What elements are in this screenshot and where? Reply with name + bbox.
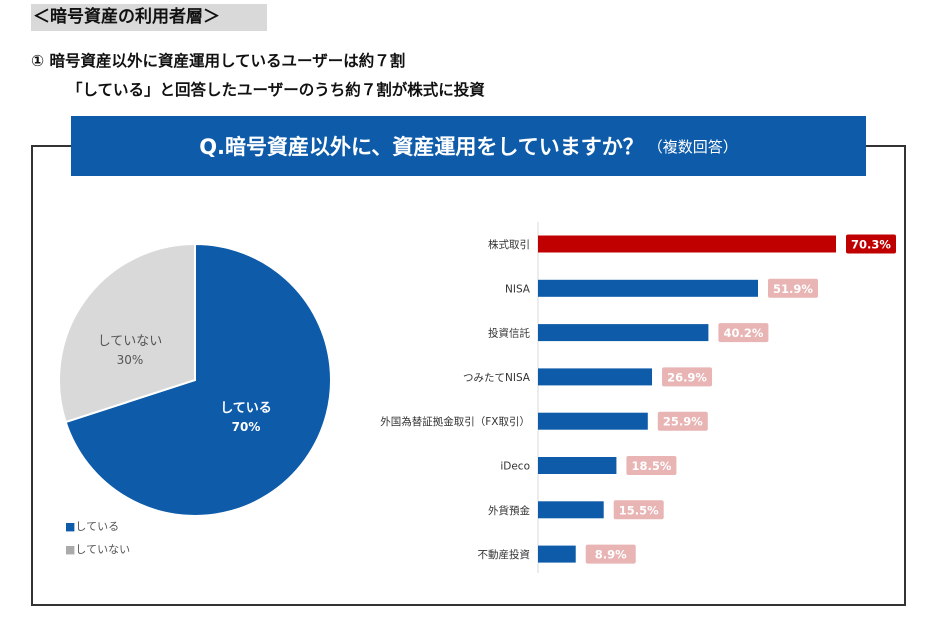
bar-data-label: 40.2% — [723, 326, 763, 340]
heading-line-2: 「している」と回答したユーザーのうち約７割が株式に投資 — [67, 81, 485, 99]
bar-data-label: 26.9% — [667, 370, 707, 384]
legend-swatch: ■ — [65, 520, 75, 533]
data-label-box — [613, 500, 664, 520]
bar — [538, 368, 653, 386]
bar — [538, 412, 648, 430]
bar-data-label: 8.9% — [595, 548, 627, 562]
bar — [538, 235, 836, 253]
bar-data-label: 51.9% — [773, 282, 813, 296]
bar-category-label: 投資信託 — [488, 327, 530, 340]
question-subtext: （複数回答） — [647, 137, 738, 156]
question-text: Q.暗号資産以外に、資産運用をしていますか？ — [199, 135, 644, 159]
bar-data-label: 15.5% — [619, 503, 659, 517]
bar — [538, 545, 576, 563]
data-label-box — [846, 234, 896, 254]
bar-category-label: iDeco — [500, 461, 530, 473]
heading-line-1: ① 暗号資産以外に資産運用しているユーザーは約７割 — [31, 52, 406, 70]
bar-category-label: NISA — [505, 283, 531, 295]
bar-data-label: 70.3% — [851, 238, 891, 252]
bar-category-label: 外国為替証拠金取引（FX取引） — [380, 415, 530, 428]
bar-chart: 株式取引 70.3% NISA 51.9% 投資信託 40.2% つみたてNISA 26.9%… — [380, 222, 896, 573]
data-label-box — [718, 323, 769, 343]
pie-data-label: 70% — [232, 420, 261, 434]
pie-category-label: している — [220, 401, 272, 416]
legend-swatch: ■ — [65, 543, 75, 556]
bar — [538, 501, 604, 519]
pie-legend-item: ■していない — [65, 543, 130, 556]
pie-slice — [64, 242, 332, 517]
pie-category-label: していない — [98, 334, 163, 349]
data-label-box — [768, 278, 819, 298]
frame-top-left — [31, 145, 71, 147]
pie-legend-item: ■している — [65, 520, 119, 533]
pie-data-label: 30% — [117, 353, 144, 367]
bar-data-label: 25.9% — [663, 415, 703, 429]
data-label-box — [585, 544, 636, 564]
frame-top-right — [866, 145, 906, 147]
chart-frame — [31, 145, 906, 606]
legend-text: している — [75, 520, 119, 533]
bar — [538, 279, 759, 297]
question-banner: Q.暗号資産以外に、資産運用をしていますか？ （複数回答） — [71, 116, 866, 176]
bar-category-label: 不動産投資 — [478, 548, 531, 561]
bar — [538, 457, 617, 474]
bar-category-label: 株式取引 — [488, 238, 530, 251]
section-label: ＜暗号資産の利用者層＞ — [31, 4, 267, 31]
pie-slice — [58, 242, 196, 424]
data-label-box — [657, 411, 708, 431]
bar-category-label: 外貨預金 — [488, 504, 530, 517]
bar-category-label: つみたてNISA — [463, 372, 531, 384]
data-label-box — [626, 456, 677, 475]
bar — [538, 324, 709, 342]
legend-text: していない — [75, 543, 130, 556]
bar-data-label: 18.5% — [631, 459, 671, 473]
data-label-box — [662, 367, 713, 387]
